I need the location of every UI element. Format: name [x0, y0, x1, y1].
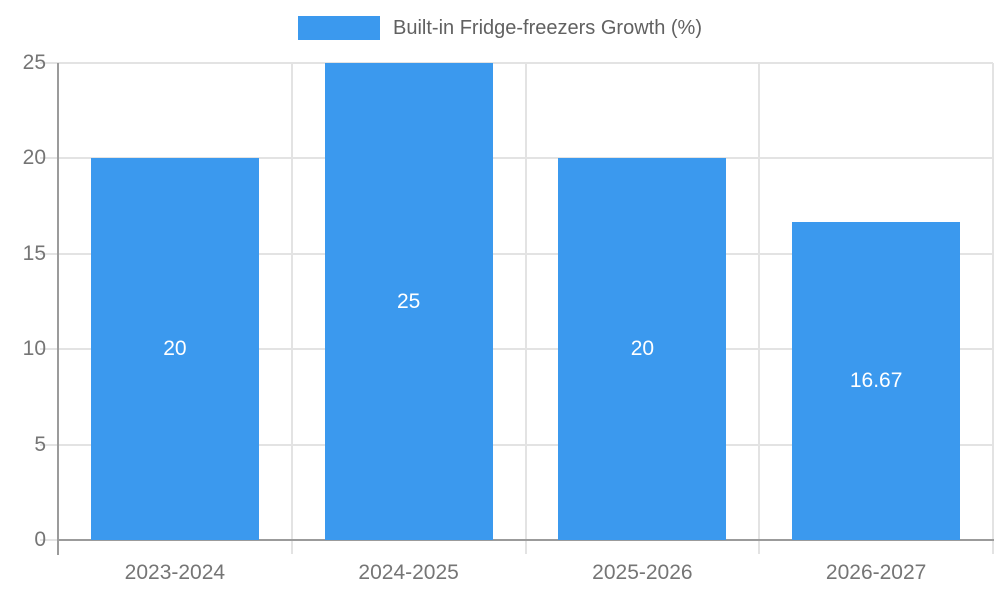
- legend-label: Built-in Fridge-freezers Growth (%): [393, 16, 702, 39]
- y-tick-label: 10: [22, 337, 46, 361]
- x-tick-mark: [992, 540, 994, 554]
- y-tick-label: 0: [34, 528, 46, 551]
- bar-2023-2024[interactable]: 20: [90, 158, 259, 540]
- x-tick-mark: [758, 540, 761, 554]
- plot-area: 20 25 20 16.67: [40, 62, 994, 555]
- bar-value-label: 25: [396, 289, 421, 313]
- y-tick-mark: [40, 348, 58, 351]
- x-tick-mark: [524, 540, 527, 554]
- x-tick-label: 2026-2027: [825, 561, 927, 584]
- gridline-vertical: [290, 63, 293, 540]
- y-tick-mark: [40, 62, 58, 64]
- bar-value-label: 20: [163, 337, 187, 361]
- bar-2025-2026[interactable]: 20: [558, 158, 727, 540]
- legend[interactable]: Built-in Fridge-freezers Growth (%): [0, 16, 1000, 40]
- y-axis-line: [57, 63, 59, 555]
- x-tick-label: 2025-2026: [592, 561, 693, 584]
- bar-2024-2025[interactable]: 25: [324, 63, 493, 540]
- gridline-vertical: [524, 63, 527, 540]
- y-tick-mark: [40, 157, 58, 160]
- y-tick-label: 20: [22, 146, 46, 170]
- x-tick-label: 2024-2025: [358, 561, 459, 584]
- x-axis-line: [57, 539, 994, 541]
- x-tick-label: 2023-2024: [124, 561, 226, 584]
- bar-2026-2027[interactable]: 16.67: [792, 221, 961, 540]
- y-tick-label: 25: [22, 51, 46, 74]
- y-tick-mark: [40, 252, 58, 255]
- legend-swatch[interactable]: [298, 16, 381, 40]
- y-tick-mark: [40, 443, 58, 446]
- gridline-vertical: [992, 63, 994, 540]
- x-tick-mark: [290, 540, 293, 554]
- y-tick-label: 15: [22, 241, 46, 265]
- bar-value-label: 16.67: [849, 368, 903, 392]
- bar-value-label: 20: [630, 337, 655, 361]
- gridline-vertical: [758, 63, 761, 540]
- y-tick-label: 5: [34, 432, 46, 456]
- y-tick-mark: [40, 539, 58, 541]
